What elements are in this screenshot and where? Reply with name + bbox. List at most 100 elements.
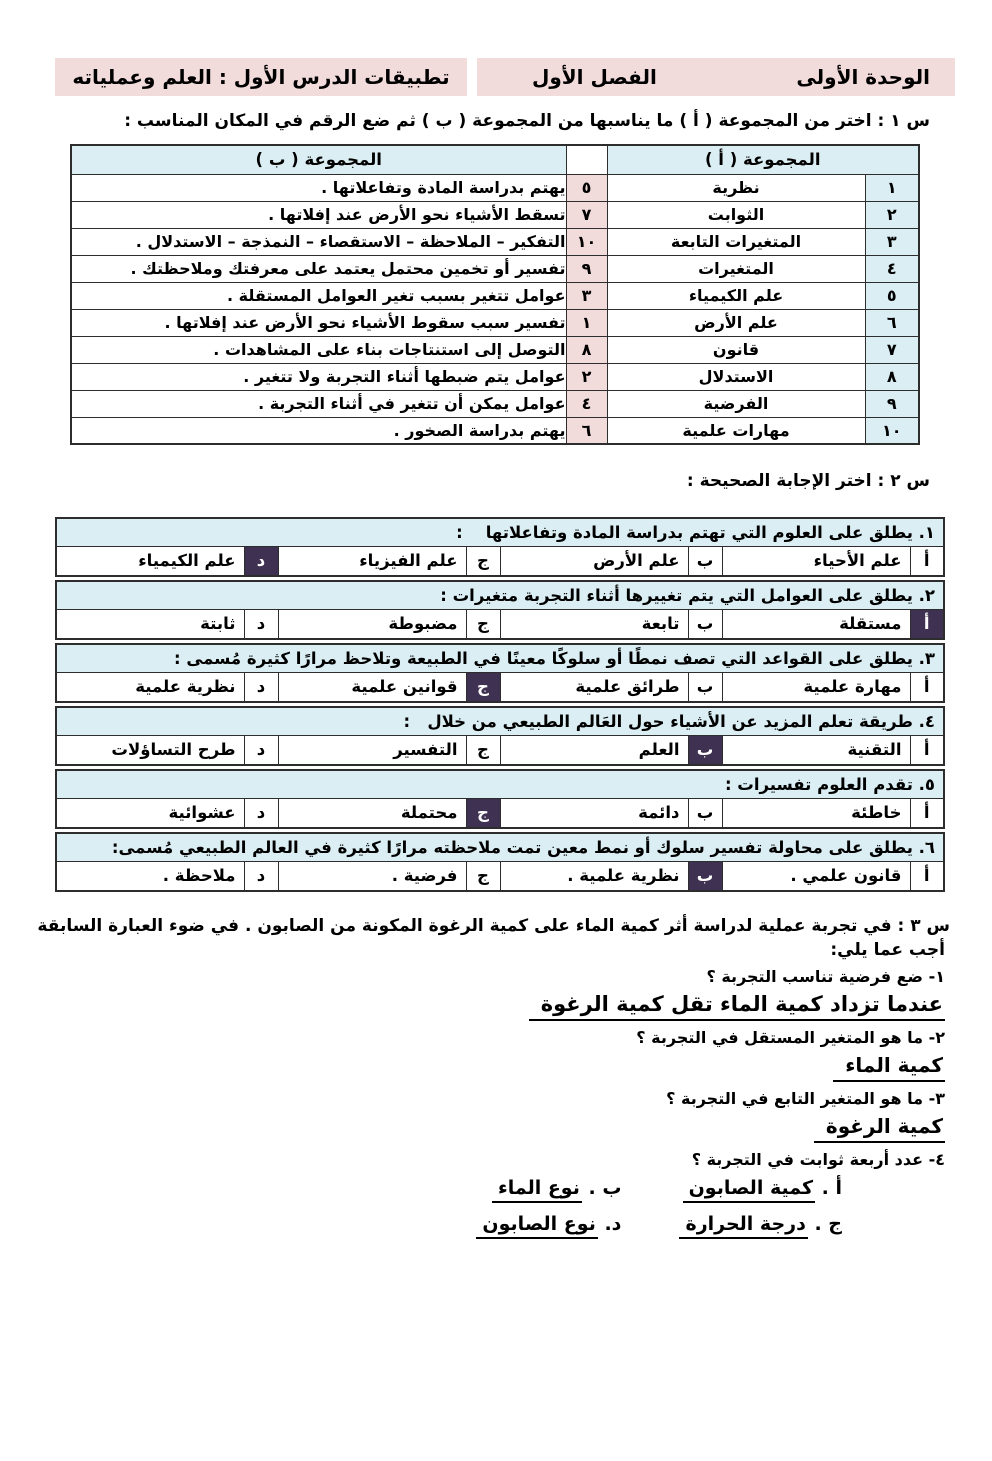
option-letter-cell[interactable]: ب (687, 608, 723, 640)
option-text-cell[interactable]: دائمة (499, 797, 689, 829)
group-b-description: تفسير سبب سقوط الأشياء نحو الأرض عند إفل… (70, 308, 567, 337)
option-text-cell[interactable]: نظرية علمية . (499, 860, 689, 892)
option-text-cell[interactable]: محتملة (277, 797, 467, 829)
group-b-header: المجموعة ( ب ) (70, 144, 567, 175)
option-text-cell[interactable]: التقنية (721, 734, 911, 766)
group-a-term: الاستدلال (606, 362, 866, 391)
constant-value: كمية الصابون (682, 1177, 816, 1203)
independent-variable-answer: كمية الماء (833, 1053, 945, 1082)
row-number: ٧ (864, 335, 920, 364)
option-letter-cell[interactable]: ج (465, 608, 501, 640)
option-text-cell[interactable]: قوانين علمية (277, 671, 467, 703)
mcq-question-1: ١. يطلق على العلوم التي تهتم بدراسة الما… (55, 517, 945, 577)
option-text-cell[interactable]: ثابتة (55, 608, 245, 640)
option-text-cell[interactable]: طرح التساؤلات (55, 734, 245, 766)
group-a-header: المجموعة ( أ ) (606, 144, 920, 175)
unit-title: الوحدة الأولى (796, 65, 930, 89)
chapter-title: الفصل الأول (532, 65, 657, 89)
match-row: ٣ المتغيرات التابعة ١٠ التفكير – الملاحظ… (70, 227, 920, 256)
match-row: ٦ علم الأرض ١ تفسير سبب سقوط الأشياء نحو… (70, 308, 920, 337)
option-letter-cell[interactable]: أ (909, 734, 945, 766)
option-letter-cell[interactable]: ب (687, 734, 723, 766)
mcq-question-4: ٤. طريقة تعلم المزيد عن الأشياء حول العَ… (55, 706, 945, 766)
option-text-cell[interactable]: فرضية . (277, 860, 467, 892)
question2-prompt: س ٢ : اختر الإجابة الصحيحة : (686, 471, 930, 491)
option-text-cell[interactable]: علم الأحياء (721, 545, 911, 577)
title-bar: الوحدة الأولى الفصل الأول تطبيقات الدرس … (55, 58, 955, 96)
option-text-cell[interactable]: عشوائية (55, 797, 245, 829)
option-letter-cell[interactable]: ج (465, 860, 501, 892)
option-text-cell[interactable]: طرائق علمية (499, 671, 689, 703)
match-answer-cell[interactable]: ٣ (565, 281, 608, 310)
mcq-question-text: ١. يطلق على العلوم التي تهتم بدراسة الما… (55, 517, 945, 547)
constant-label: د. (604, 1212, 622, 1235)
mcq-options-row: أ مستقلة ب تابعة ج مضبوطة د ثابتة (55, 608, 945, 640)
option-letter-cell[interactable]: ج (465, 797, 501, 829)
option-text-cell[interactable]: تابعة (499, 608, 689, 640)
option-letter-cell[interactable]: د (243, 860, 279, 892)
answer-line-3: كمية الرغوة (0, 1114, 945, 1143)
mcq-options-row: أ التقنية ب العلم ج التفسير د طرح التساؤ… (55, 734, 945, 766)
option-text-cell[interactable]: علم الفيزياء (277, 545, 467, 577)
match-answer-cell[interactable]: ٢ (565, 362, 608, 391)
option-text-cell[interactable]: نظرية علمية (55, 671, 245, 703)
option-letter-cell[interactable]: د (243, 734, 279, 766)
option-letter-cell[interactable]: ج (465, 671, 501, 703)
option-letter-cell[interactable]: ج (465, 545, 501, 577)
match-answer-cell[interactable]: ١٠ (565, 227, 608, 256)
option-letter-cell[interactable]: أ (909, 860, 945, 892)
mcq-options-row: أ مهارة علمية ب طرائق علمية ج قوانين علم… (55, 671, 945, 703)
matching-table-header-row: المجموعة ( أ ) المجموعة ( ب ) (70, 144, 920, 175)
hypothesis-answer: عندما تزداد كمية الماء تقل كمية الرغوة (528, 992, 945, 1021)
option-letter-cell[interactable]: أ (909, 608, 945, 640)
match-answer-cell[interactable]: ٦ (565, 416, 608, 445)
group-b-description: عوامل يتم ضبطها أثناء التجربة ولا تتغير … (70, 362, 567, 391)
option-letter-cell[interactable]: ب (687, 671, 723, 703)
match-answer-cell[interactable]: ٨ (565, 335, 608, 364)
option-letter-cell[interactable]: د (243, 608, 279, 640)
group-a-term: علم الكيمياء (606, 281, 866, 310)
group-b-description: عوامل يمكن أن تتغير في أثناء التجربة . (70, 389, 567, 418)
title-right-box: الوحدة الأولى الفصل الأول (477, 58, 955, 96)
constant-label: ج . (814, 1212, 842, 1235)
group-a-term: المتغيرات التابعة (606, 227, 866, 256)
constant-value: نوع الصابون (476, 1213, 598, 1239)
option-text-cell[interactable]: ملاحظة . (55, 860, 245, 892)
option-letter-cell[interactable]: ج (465, 734, 501, 766)
sub-question-1: ١- ضع فرضية تناسب التجربة ؟ (706, 966, 946, 986)
option-letter-cell[interactable]: د (243, 797, 279, 829)
option-letter-cell[interactable]: أ (909, 671, 945, 703)
option-text-cell[interactable]: قانون علمي . (721, 860, 911, 892)
match-answer-cell[interactable]: ٩ (565, 254, 608, 283)
option-text-cell[interactable]: خاطئة (721, 797, 911, 829)
option-text-cell[interactable]: مستقلة (721, 608, 911, 640)
option-text-cell[interactable]: علم الأرض (499, 545, 689, 577)
match-answer-cell[interactable]: ٤ (565, 389, 608, 418)
match-answer-cell[interactable]: ٥ (565, 173, 608, 202)
option-letter-cell[interactable]: ب (687, 545, 723, 577)
option-text-cell[interactable]: مضبوطة (277, 608, 467, 640)
option-letter-cell[interactable]: أ (909, 545, 945, 577)
option-letter-cell[interactable]: ب (687, 797, 723, 829)
option-letter-cell[interactable]: د (243, 545, 279, 577)
constant-item-d: د. نوع الصابون (406, 1213, 621, 1239)
option-letter-cell[interactable]: أ (909, 797, 945, 829)
option-text-cell[interactable]: العلم (499, 734, 689, 766)
option-letter-cell[interactable]: د (243, 671, 279, 703)
sub-question-3: ٣- ما هو المتغير التابع في التجربة ؟ (666, 1088, 945, 1108)
mcq-question-text: ٦. يطلق على محاولة تفسير سلوك أو نمط معي… (55, 832, 945, 862)
mcq-options-row: أ خاطئة ب دائمة ج محتملة د عشوائية (55, 797, 945, 829)
option-letter-cell[interactable]: ب (687, 860, 723, 892)
question1-prompt: س ١ : اختر من المجموعة ( أ ) ما يناسبها … (124, 111, 930, 131)
match-answer-cell[interactable]: ١ (565, 308, 608, 337)
option-text-cell[interactable]: التفسير (277, 734, 467, 766)
question3-prompt-line2: أجب عما يلي: (830, 939, 945, 960)
group-a-term: الفرضية (606, 389, 866, 418)
row-number: ٨ (864, 362, 920, 391)
group-b-description: التوصل إلى استنتاجات بناء على المشاهدات … (70, 335, 567, 364)
option-text-cell[interactable]: مهارة علمية (721, 671, 911, 703)
match-answer-cell[interactable]: ٧ (565, 200, 608, 229)
answer-line-2: كمية الماء (0, 1053, 945, 1082)
option-text-cell[interactable]: علم الكيمياء (55, 545, 245, 577)
mcq-question-text: ٤. طريقة تعلم المزيد عن الأشياء حول العَ… (55, 706, 945, 736)
